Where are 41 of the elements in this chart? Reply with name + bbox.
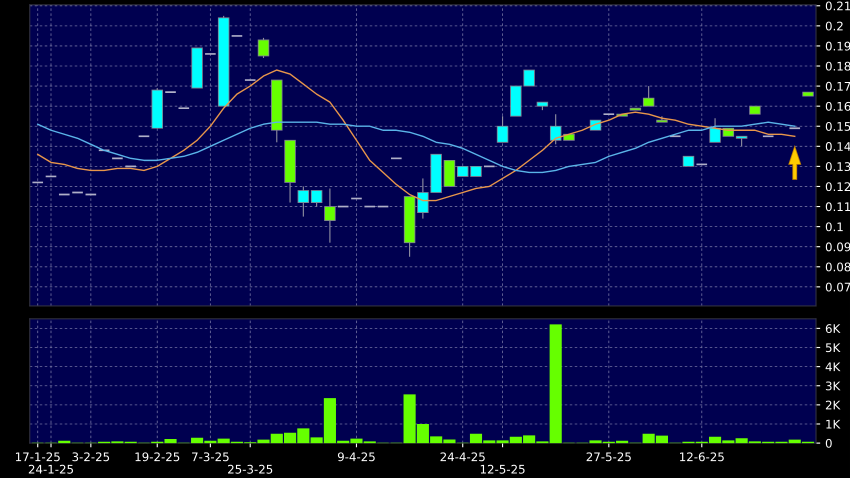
x-tick-label: 17-1-25	[16, 452, 60, 462]
x-tick-label: 24-1-25	[28, 464, 74, 474]
y-tick-label: 4K	[826, 362, 841, 372]
candlestick	[736, 136, 748, 147]
x-tick-label: 19-2-25	[136, 452, 180, 462]
x-tick-label: 27-5-25	[586, 452, 631, 462]
x-tick-label: 12-6-25	[680, 452, 724, 462]
y-tick-label: 0.1	[826, 222, 843, 232]
y-tick-label: 0.19	[826, 42, 850, 51]
y-tick-label: 5K	[826, 343, 841, 352]
y-tick-label: 0.21	[826, 2, 850, 10]
candlestick	[642, 86, 654, 107]
candlestick	[470, 166, 482, 177]
x-tick-label: 24-4-25	[440, 452, 485, 462]
candlestick	[258, 37, 270, 59]
y-tick-label: 6K	[826, 324, 841, 334]
candlestick	[298, 186, 310, 218]
x-tick-label: 25-3-25	[228, 464, 272, 474]
y-tick-label: 0.13	[826, 162, 850, 172]
candlestick	[324, 188, 336, 244]
y-tick-label: 0	[826, 438, 832, 448]
y-tick-label: 0.09	[826, 242, 850, 252]
candlestick	[456, 166, 468, 177]
candlestick	[523, 70, 535, 87]
x-tick-label: 9-4-25	[338, 452, 375, 462]
y-tick-label: 0.07	[826, 282, 850, 292]
y-tick-label: 0.2	[826, 22, 843, 31]
candlestick	[682, 156, 694, 167]
y-tick-label: 3K	[826, 381, 841, 390]
candlestick	[310, 190, 322, 208]
candlestick	[496, 116, 508, 143]
y-tick-label: 2K	[826, 400, 841, 410]
x-tick-label: 3-2-25	[72, 452, 110, 462]
line-series	[37, 122, 796, 174]
x-tick-label: 7-3-25	[192, 452, 229, 462]
y-tick-label: 0.11	[826, 202, 850, 212]
y-tick-label: 0.12	[826, 182, 850, 192]
x-tick-label: 12-5-25	[480, 464, 525, 474]
y-tick-label: 1K	[826, 420, 841, 428]
y-tick-label: 0.17	[826, 82, 850, 91]
y-tick-label: 0.15	[826, 122, 850, 131]
